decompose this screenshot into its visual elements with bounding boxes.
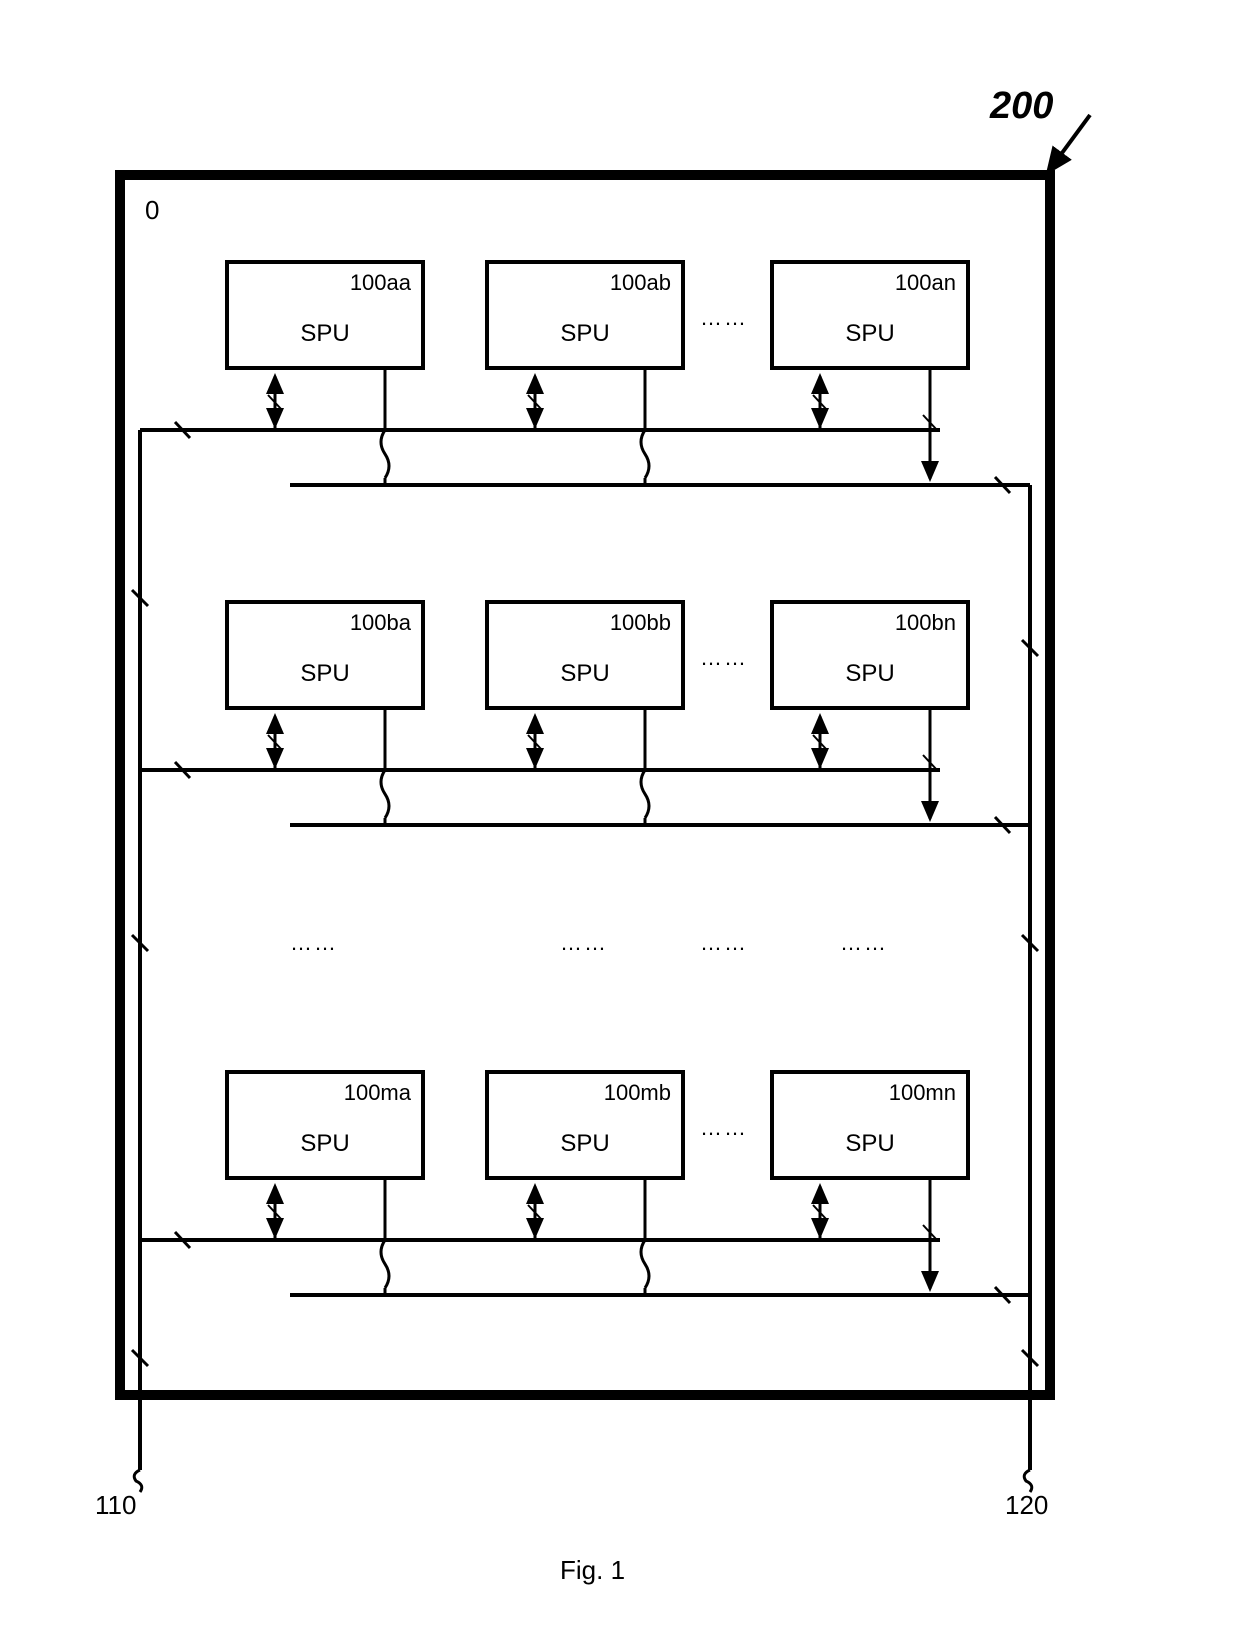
row2-wiring — [140, 710, 1030, 833]
wiring-svg — [0, 0, 1240, 1636]
row3-wiring — [140, 1180, 1030, 1303]
row1-wiring — [140, 370, 1030, 493]
diagram-canvas: 200 0 100aa SPU 100ab SPU 100an SPU …… 1… — [0, 0, 1240, 1636]
